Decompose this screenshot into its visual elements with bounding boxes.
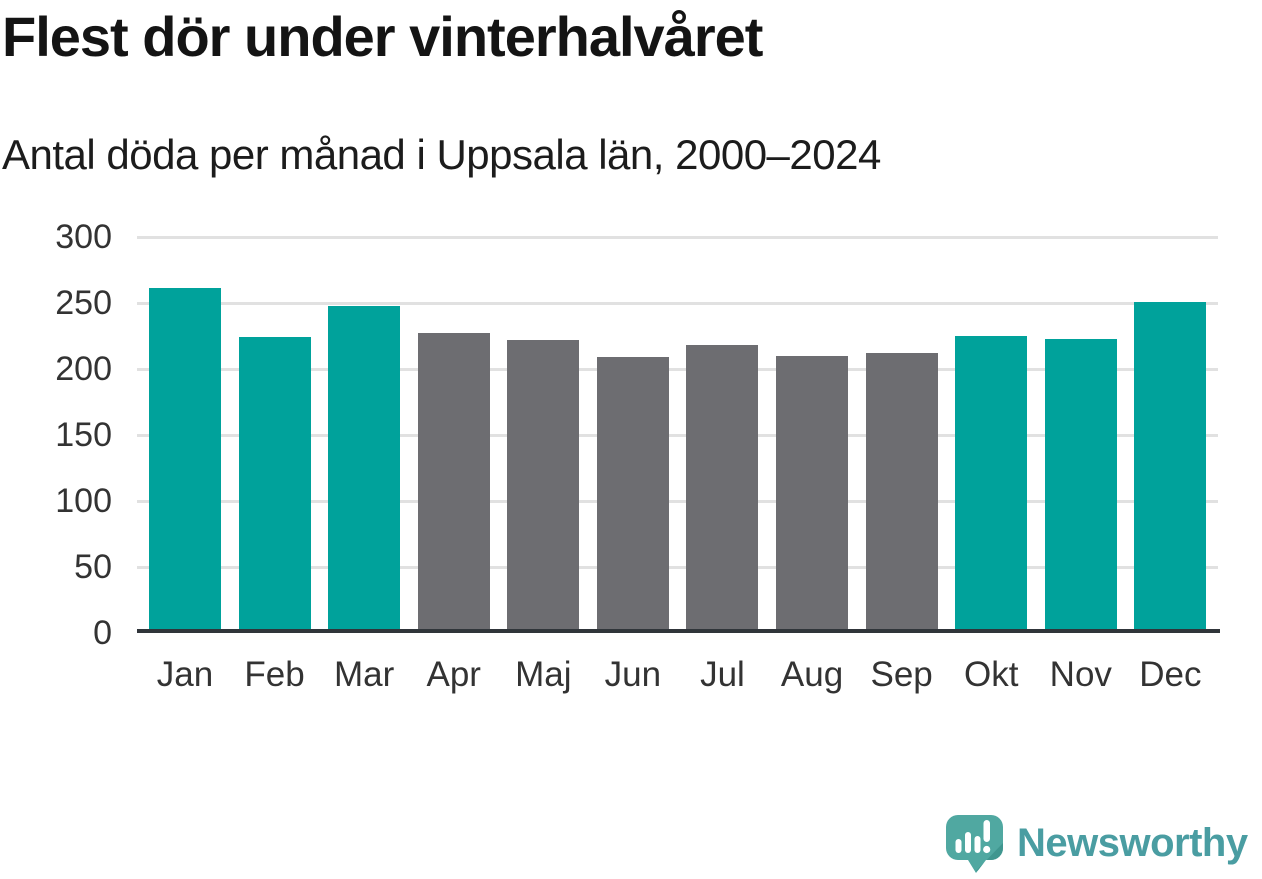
gridline-250	[137, 301, 1218, 305]
newsworthy-logo-icon	[946, 815, 1003, 873]
newsworthy-logo: Newsworthy	[946, 815, 1248, 879]
gridline-150	[137, 433, 1218, 437]
bar-apr	[417, 333, 490, 633]
bar-mar	[328, 305, 401, 633]
logo-exclamation-dot	[983, 845, 991, 854]
bar-jun	[596, 357, 669, 633]
logo-exclamation-bar	[983, 820, 990, 842]
gridline-200	[137, 367, 1218, 371]
x-axis-label-jun: Jun	[604, 655, 662, 694]
plot-area	[137, 235, 1220, 633]
bar-aug	[776, 355, 849, 633]
logo-chart-bar-1	[955, 839, 962, 853]
x-axis-label-aug: Aug	[780, 655, 844, 694]
gridline-50	[137, 565, 1218, 569]
bar-feb	[238, 337, 311, 633]
gridline-300	[137, 235, 1218, 239]
bar-sep	[865, 353, 938, 633]
x-axis-label-maj: Maj	[515, 655, 572, 694]
logo-chart-bar-3	[974, 836, 981, 853]
y-axis-label-200: 200	[55, 350, 112, 388]
y-axis-label-150: 150	[55, 416, 112, 454]
y-axis-label-0: 0	[93, 614, 112, 652]
bar-jan	[149, 288, 221, 633]
y-axis-label-300: 300	[55, 218, 112, 256]
bar-maj	[507, 339, 580, 633]
bar-jul	[686, 345, 759, 633]
x-axis-label-feb: Feb	[244, 655, 305, 694]
y-axis-label-100: 100	[55, 482, 112, 520]
y-axis-label-250: 250	[55, 284, 112, 322]
page-subtitle: Antal döda per månad i Uppsala län, 2000…	[2, 131, 881, 178]
x-axis-line	[137, 629, 1220, 633]
x-axis-label-nov: Nov	[1049, 655, 1112, 694]
logo-chart-bar-2	[965, 832, 971, 853]
page-title: Flest dör under vinterhalvåret	[2, 5, 763, 68]
gridline-100	[137, 499, 1218, 503]
bar-okt	[955, 336, 1028, 633]
bar-dec	[1134, 301, 1207, 633]
y-axis-label-50: 50	[74, 548, 112, 586]
x-axis-label-jan: Jan	[156, 655, 214, 694]
logo-bubble-shadow	[975, 843, 1003, 872]
x-axis-label-jul: Jul	[700, 655, 745, 694]
x-axis-label-apr: Apr	[426, 655, 481, 694]
x-axis-label-mar: Mar	[334, 655, 395, 694]
x-axis-label-dec: Dec	[1139, 655, 1202, 694]
newsworthy-logo-text: Newsworthy	[1017, 821, 1248, 865]
x-axis-label-sep: Sep	[870, 655, 933, 694]
bar-nov	[1044, 338, 1117, 633]
x-axis-label-okt: Okt	[963, 655, 1019, 694]
